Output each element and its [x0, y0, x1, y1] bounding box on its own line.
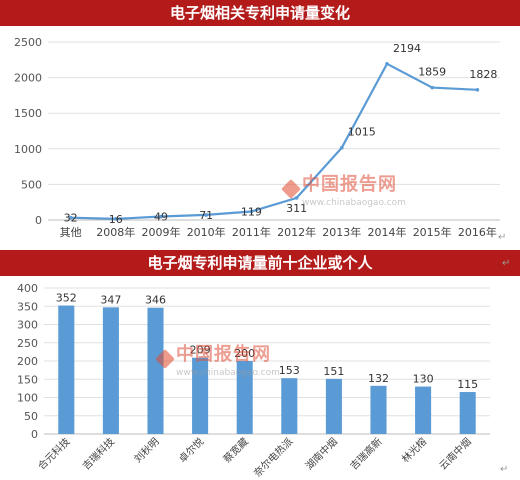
bar — [325, 378, 342, 434]
bar — [58, 305, 75, 434]
data-label: 16 — [109, 213, 123, 226]
x-tick-label: 其他 — [60, 226, 82, 239]
data-label: 2194 — [393, 42, 421, 55]
data-label: 209 — [190, 344, 211, 357]
return-mark-icon: ↵ — [340, 8, 349, 19]
line-chart: 0 500 1000 1500 2000 2500 其他 2008年 2009年 2010年 201… — [14, 36, 500, 239]
bar — [459, 392, 476, 434]
y-tick-label: 500 — [21, 178, 42, 191]
data-label: 346 — [145, 294, 166, 307]
x-tick-label: 卓尔悦 — [176, 435, 206, 465]
y-tick-label: 400 — [17, 282, 38, 295]
x-tick-label: 2009年 — [142, 225, 181, 239]
data-label: 311 — [286, 202, 307, 215]
y-tick-label: 150 — [17, 373, 38, 386]
bar-chart-title-banner: 电子烟专利申请量前十企业或个人 — [0, 250, 520, 276]
x-tick-label: 奈尔电热派 — [251, 435, 296, 480]
y-tick-label: 250 — [17, 337, 38, 350]
data-point — [385, 61, 389, 66]
data-label: 119 — [241, 206, 262, 219]
data-label: 115 — [457, 378, 478, 391]
data-point — [249, 209, 254, 214]
x-tick-label: 2012年 — [277, 225, 316, 239]
data-label: 352 — [56, 292, 77, 305]
y-tick-label: 100 — [17, 392, 38, 405]
x-tick-label: 2014年 — [368, 225, 407, 239]
y-tick-label: 350 — [17, 300, 38, 313]
data-point — [475, 88, 480, 92]
bar — [236, 361, 253, 434]
data-point — [204, 213, 208, 217]
data-label: 71 — [199, 209, 213, 222]
data-point — [294, 196, 299, 200]
bar — [415, 386, 432, 434]
data-point — [430, 85, 435, 90]
y-tick-label: 300 — [17, 319, 38, 332]
return-mark-icon: ↵ — [498, 232, 507, 243]
x-tick-label: 2011年 — [232, 225, 271, 239]
data-label: 49 — [154, 211, 168, 224]
data-point — [159, 214, 163, 219]
return-mark-icon: ↵ — [500, 464, 509, 475]
data-point — [340, 145, 344, 150]
data-label: 1015 — [348, 126, 376, 139]
data-label: 1828 — [469, 68, 497, 81]
data-point — [68, 215, 73, 220]
data-label: 132 — [368, 372, 389, 385]
bar — [281, 378, 298, 434]
data-label: 1859 — [418, 66, 446, 79]
line-chart-title: 电子烟相关专利申请量变化 — [169, 4, 350, 22]
x-tick-label: 合元科技 — [35, 435, 72, 472]
bar — [370, 385, 387, 434]
data-label: 200 — [234, 347, 255, 360]
y-tick-label: 2500 — [14, 36, 42, 49]
x-tick-label: 吉瑞高新 — [347, 435, 384, 472]
bar — [147, 307, 164, 434]
y-tick-label: 0 — [35, 214, 42, 227]
x-tick-label: 2008年 — [96, 225, 135, 239]
bar — [192, 357, 209, 434]
bar — [102, 307, 119, 434]
x-tick-label: 2015年 — [413, 225, 452, 239]
x-tick-label: 蔡宽藏 — [220, 435, 250, 465]
y-tick-label: 2000 — [14, 72, 42, 85]
x-tick-label: 吉瑞科技 — [80, 435, 117, 472]
y-tick-label: 200 — [17, 355, 38, 368]
x-tick-label: 云南中烟 — [436, 435, 473, 472]
data-point — [114, 217, 118, 221]
return-mark-icon: ↵ — [502, 258, 511, 269]
x-tick-label: 2010年 — [187, 225, 226, 239]
y-tick-label: 1000 — [14, 143, 42, 156]
data-label: 151 — [323, 365, 344, 378]
data-label: 130 — [413, 373, 434, 386]
y-tick-label: 0 — [31, 428, 38, 441]
line-chart-title-banner: 电子烟相关专利申请量变化 — [0, 0, 520, 26]
x-tick-label: 湖南中烟 — [303, 435, 340, 472]
bar-chart-title: 电子烟专利申请量前十企业或个人 — [147, 254, 373, 272]
y-tick-label: 1500 — [14, 107, 42, 120]
x-tick-label: 2013年 — [322, 225, 361, 239]
data-label: 347 — [100, 293, 121, 306]
data-label: 32 — [64, 212, 78, 225]
x-tick-label: 刘秋明 — [131, 435, 161, 465]
x-tick-label: 林光榕 — [399, 435, 429, 465]
series-line — [70, 62, 478, 221]
y-tick-label: 50 — [24, 410, 38, 423]
x-tick-label: 2016年 — [458, 225, 497, 239]
bar-chart: 0 50 100 150 200 250 300 350 400 352 合元科技 347 吉瑞科技 34… — [17, 282, 490, 480]
data-label: 153 — [279, 364, 300, 377]
